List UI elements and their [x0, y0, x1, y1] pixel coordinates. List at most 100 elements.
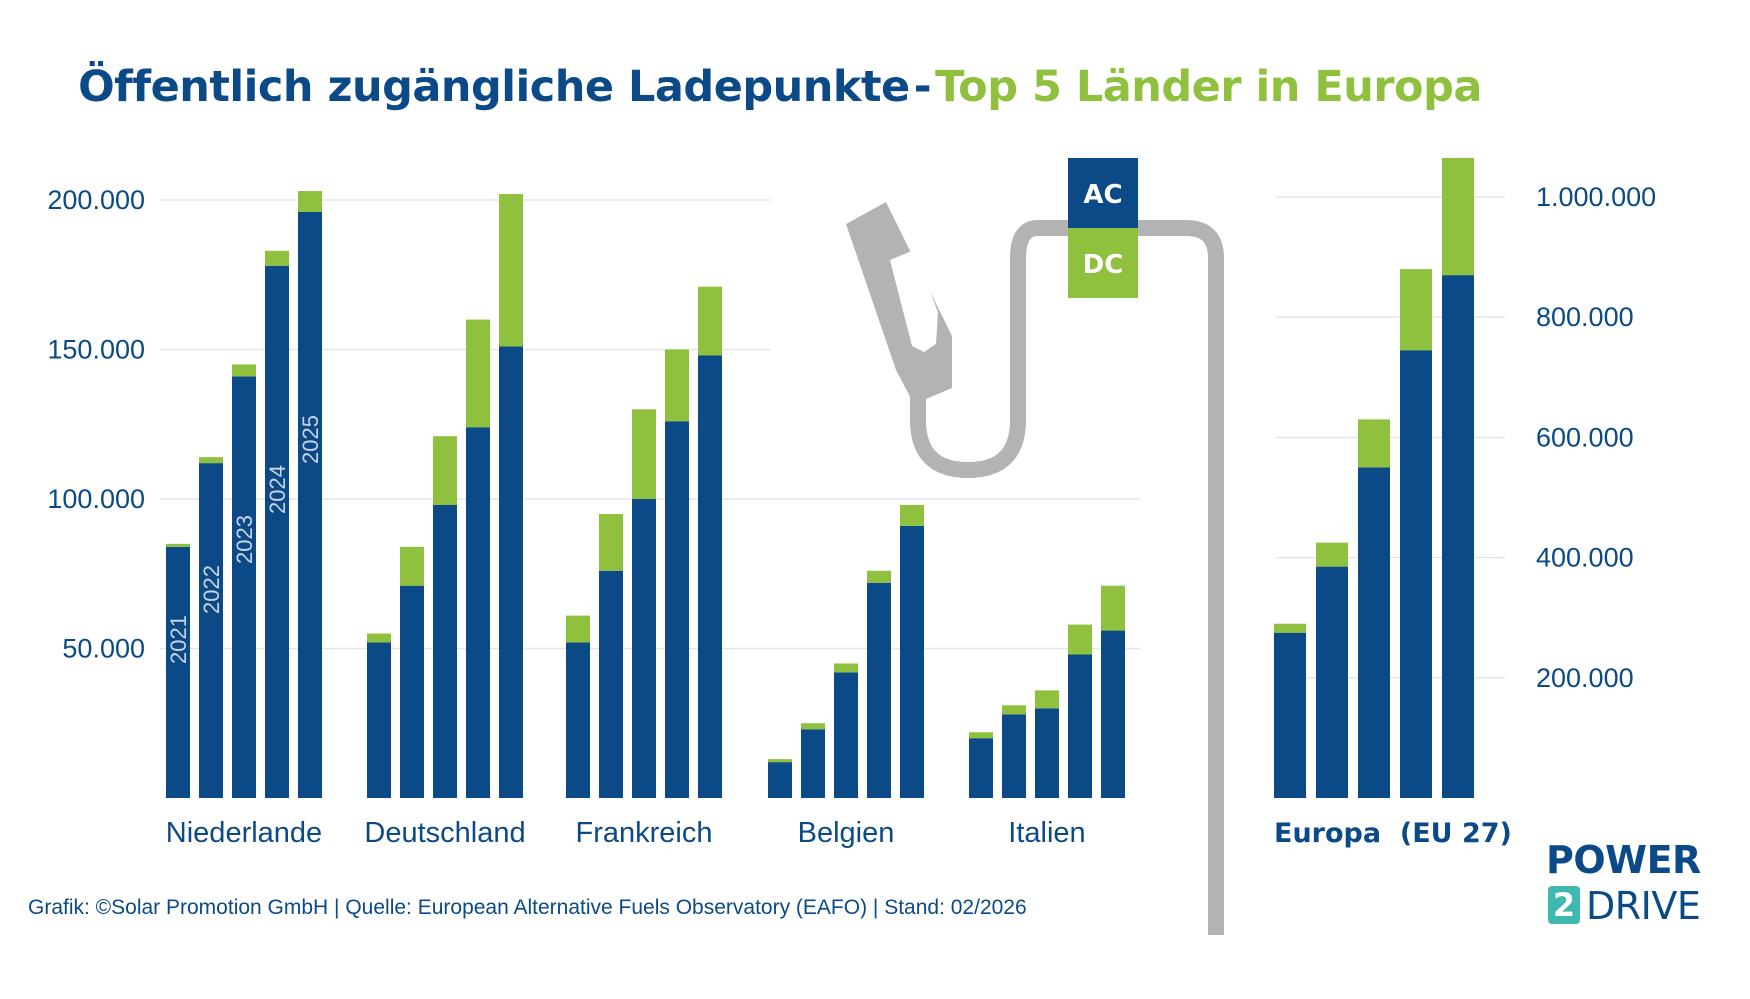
bar-ac [1400, 350, 1432, 798]
bar-ac [768, 762, 792, 798]
bar-dc [632, 409, 656, 499]
bar-dc [367, 633, 391, 643]
bar-ac [298, 211, 322, 798]
y-tick-label-right: 400.000 [1536, 543, 1634, 573]
bar-ac [367, 642, 391, 798]
legend-ac-box [1068, 158, 1138, 228]
bar-ac [466, 427, 490, 798]
country-label: Deutschland [364, 817, 525, 849]
year-label: 2025 [298, 415, 323, 464]
bar-ac [433, 504, 457, 798]
bar-ac [834, 672, 858, 798]
plug-handle [846, 202, 952, 404]
bar-dc [834, 663, 858, 673]
source-footer: Grafik: ©Solar Promotion GmbH | Quelle: … [28, 896, 1027, 919]
bar-ac [1068, 654, 1092, 798]
bar-dc [433, 436, 457, 505]
y-tick-label-left: 50.000 [62, 634, 145, 664]
plug-slot [890, 250, 938, 352]
y-tick-label-right: 800.000 [1536, 302, 1634, 332]
country-label: Frankreich [576, 817, 713, 849]
bar-dc [867, 570, 891, 583]
year-label: 2021 [166, 615, 191, 664]
bar-dc [1068, 624, 1092, 655]
bar-dc [566, 615, 590, 643]
bar-dc [1274, 623, 1306, 633]
bar-dc [400, 546, 424, 586]
logo-power: POWER [1546, 838, 1701, 882]
bar-dc [232, 364, 256, 377]
logo-two: 2 [1548, 886, 1580, 924]
y-tick-label-left: 200.000 [47, 185, 145, 215]
bar-ac [801, 729, 825, 798]
europe-label: Europa (EU 27) [1274, 818, 1512, 849]
bars-layer [166, 157, 1474, 798]
bar-ac [665, 421, 689, 798]
bar-ac [867, 582, 891, 798]
bar-dc [1101, 585, 1125, 631]
bar-dc [599, 513, 623, 571]
bar-ac [1358, 467, 1390, 798]
legend-ac-label: AC [1083, 180, 1122, 210]
title-part1: Öffentlich zugängliche Ladepunkte [78, 62, 910, 112]
bar-dc [665, 349, 689, 422]
year-label: 2022 [199, 565, 224, 614]
bar-ac [1101, 630, 1125, 798]
power2drive-logo: POWER 2 DRIVE [1546, 838, 1726, 928]
bar-ac [499, 346, 523, 798]
bar-dc [1442, 157, 1474, 276]
y-tick-label-right: 1.000.000 [1536, 182, 1656, 212]
bar-dc [1358, 419, 1390, 468]
bar-ac [969, 738, 993, 798]
bar-ac [1442, 275, 1474, 798]
y-tick-label-right: 600.000 [1536, 422, 1634, 452]
grid-layer [160, 196, 1505, 679]
year-label: 2024 [265, 465, 290, 514]
bar-dc [698, 286, 722, 356]
bar-dc [499, 194, 523, 347]
country-label: Italien [1008, 817, 1085, 849]
country-label: Niederlande [166, 817, 322, 849]
year-label: 2023 [232, 515, 257, 564]
charging-cable [910, 220, 1224, 935]
bar-dc [265, 250, 289, 266]
bar-dc [466, 319, 490, 428]
bar-dc [801, 723, 825, 730]
bar-ac [232, 376, 256, 798]
bar-ac [1035, 708, 1059, 798]
bar-dc [1002, 705, 1026, 715]
labels-layer: 50.000 100.000 150.000 200.000 2021 2022 2023 2… [47, 182, 1656, 849]
bar-dc [166, 543, 190, 547]
bar-ac [166, 546, 190, 798]
chart-title: Öffentlich zugängliche Ladepunkte-Top 5 … [0, 62, 1560, 112]
charging-plug-icon [846, 202, 1224, 935]
legend-dc-box [1068, 228, 1138, 298]
bar-ac [698, 355, 722, 798]
bar-dc [1316, 542, 1348, 567]
y-tick-label-left: 150.000 [47, 335, 145, 365]
bar-dc [768, 759, 792, 763]
logo-drive: DRIVE [1586, 884, 1701, 928]
country-label: Belgien [798, 817, 895, 849]
y-tick-label-left: 100.000 [47, 484, 145, 514]
title-dash: - [913, 62, 932, 112]
bar-dc [900, 504, 924, 526]
bar-dc [298, 191, 322, 212]
bar-dc [969, 732, 993, 739]
legend-dc-label: DC [1083, 250, 1124, 280]
bar-ac [566, 642, 590, 798]
legend: AC DC [1068, 158, 1138, 298]
bar-dc [1035, 690, 1059, 709]
title-part2: Top 5 Länder in Europa [935, 62, 1482, 112]
bar-ac [265, 265, 289, 798]
bar-ac [1002, 714, 1026, 798]
bar-ac [900, 525, 924, 798]
bar-ac [632, 499, 656, 798]
bar-ac [1274, 632, 1306, 798]
bar-ac [199, 463, 223, 798]
y-tick-label-right: 200.000 [1536, 663, 1634, 693]
bar-dc [1400, 269, 1432, 351]
bar-ac [400, 585, 424, 798]
bar-dc [199, 457, 223, 464]
